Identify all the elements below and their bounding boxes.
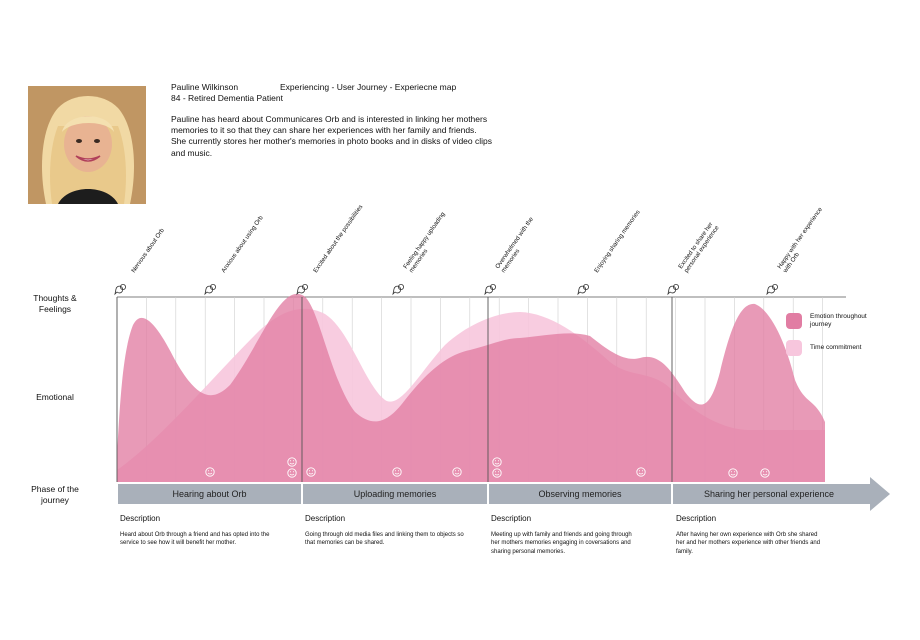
desc-title-hearing: Description (120, 514, 161, 523)
thought-bubble-icon (577, 283, 590, 296)
thought-markers (114, 283, 779, 296)
desc-title-uploading: Description (305, 514, 346, 523)
phase-separators (301, 482, 673, 506)
persona-subtitle: 84 - Retired Dementia Patient (171, 93, 283, 103)
row-label-phase: Phase of the journey (31, 484, 79, 505)
smiley-face-icon (492, 457, 502, 467)
legend-label-line: Time commitment (810, 344, 862, 351)
row-label-emotional: Emotional (36, 392, 74, 402)
emotion-area (117, 293, 825, 482)
persona-photo (28, 86, 146, 204)
persona-intro: Pauline has heard about Communicares Orb… (171, 114, 492, 158)
phase-separator (671, 482, 673, 506)
legend-label-line: Emotion throughout (810, 313, 867, 320)
legend-label-emotion: Emotion throughout journey (810, 313, 867, 329)
desc-hearing: Heard about Orb through a friend and has… (120, 532, 270, 547)
phase-dividers (116, 297, 673, 482)
smiley-face-icon (728, 468, 738, 478)
desc-title-observing: Description (491, 514, 532, 523)
smiley-face-icon (392, 467, 402, 477)
emotion-faces (205, 457, 770, 478)
row-label-thoughts: Thoughts & Feelings (33, 293, 77, 314)
phase-label-sharing: Sharing her personal experience (703, 489, 835, 499)
legend-label-time: Time commitment (810, 344, 861, 352)
map-title: Experiencing - User Journey - Experiecne… (280, 82, 457, 92)
phase-separator (487, 482, 489, 506)
thought-bubble-icon (296, 283, 308, 296)
phase-label-observing: Observing memories (538, 489, 622, 499)
desc-observing: Meeting up with family and friends and g… (491, 532, 632, 555)
legend-swatch-emotion (786, 313, 802, 329)
smiley-face-icon (306, 467, 316, 477)
smiley-face-icon (636, 467, 646, 477)
persona-name: Pauline Wilkinson (171, 82, 239, 92)
desc-uploading: Going through old media files and linkin… (305, 532, 464, 547)
smiley-face-icon (205, 467, 215, 477)
thought-bubble-icon (484, 283, 496, 296)
desc-sharing: After having her own experience with Orb… (676, 532, 821, 555)
phase-label-hearing: Hearing about Orb (172, 489, 247, 499)
thought-bubble-icon (766, 283, 779, 296)
desc-title-sharing: Description (676, 514, 717, 523)
smiley-face-icon (760, 468, 770, 478)
phase-separator (301, 482, 303, 506)
phase-arrow (118, 477, 890, 511)
legend-swatch-time (786, 340, 802, 356)
thought-bubble-icon (204, 283, 216, 296)
smiley-face-icon (452, 467, 462, 477)
legend-label-line: journey (810, 321, 832, 328)
smiley-face-icon (287, 468, 297, 478)
thought-bubble-icon (667, 283, 680, 296)
phase-label-uploading: Uploading memories (353, 489, 437, 499)
thought-bubble-icon (114, 283, 127, 296)
smiley-face-icon (287, 457, 297, 467)
smiley-face-icon (492, 468, 502, 478)
thought-bubble-icon (392, 283, 404, 296)
